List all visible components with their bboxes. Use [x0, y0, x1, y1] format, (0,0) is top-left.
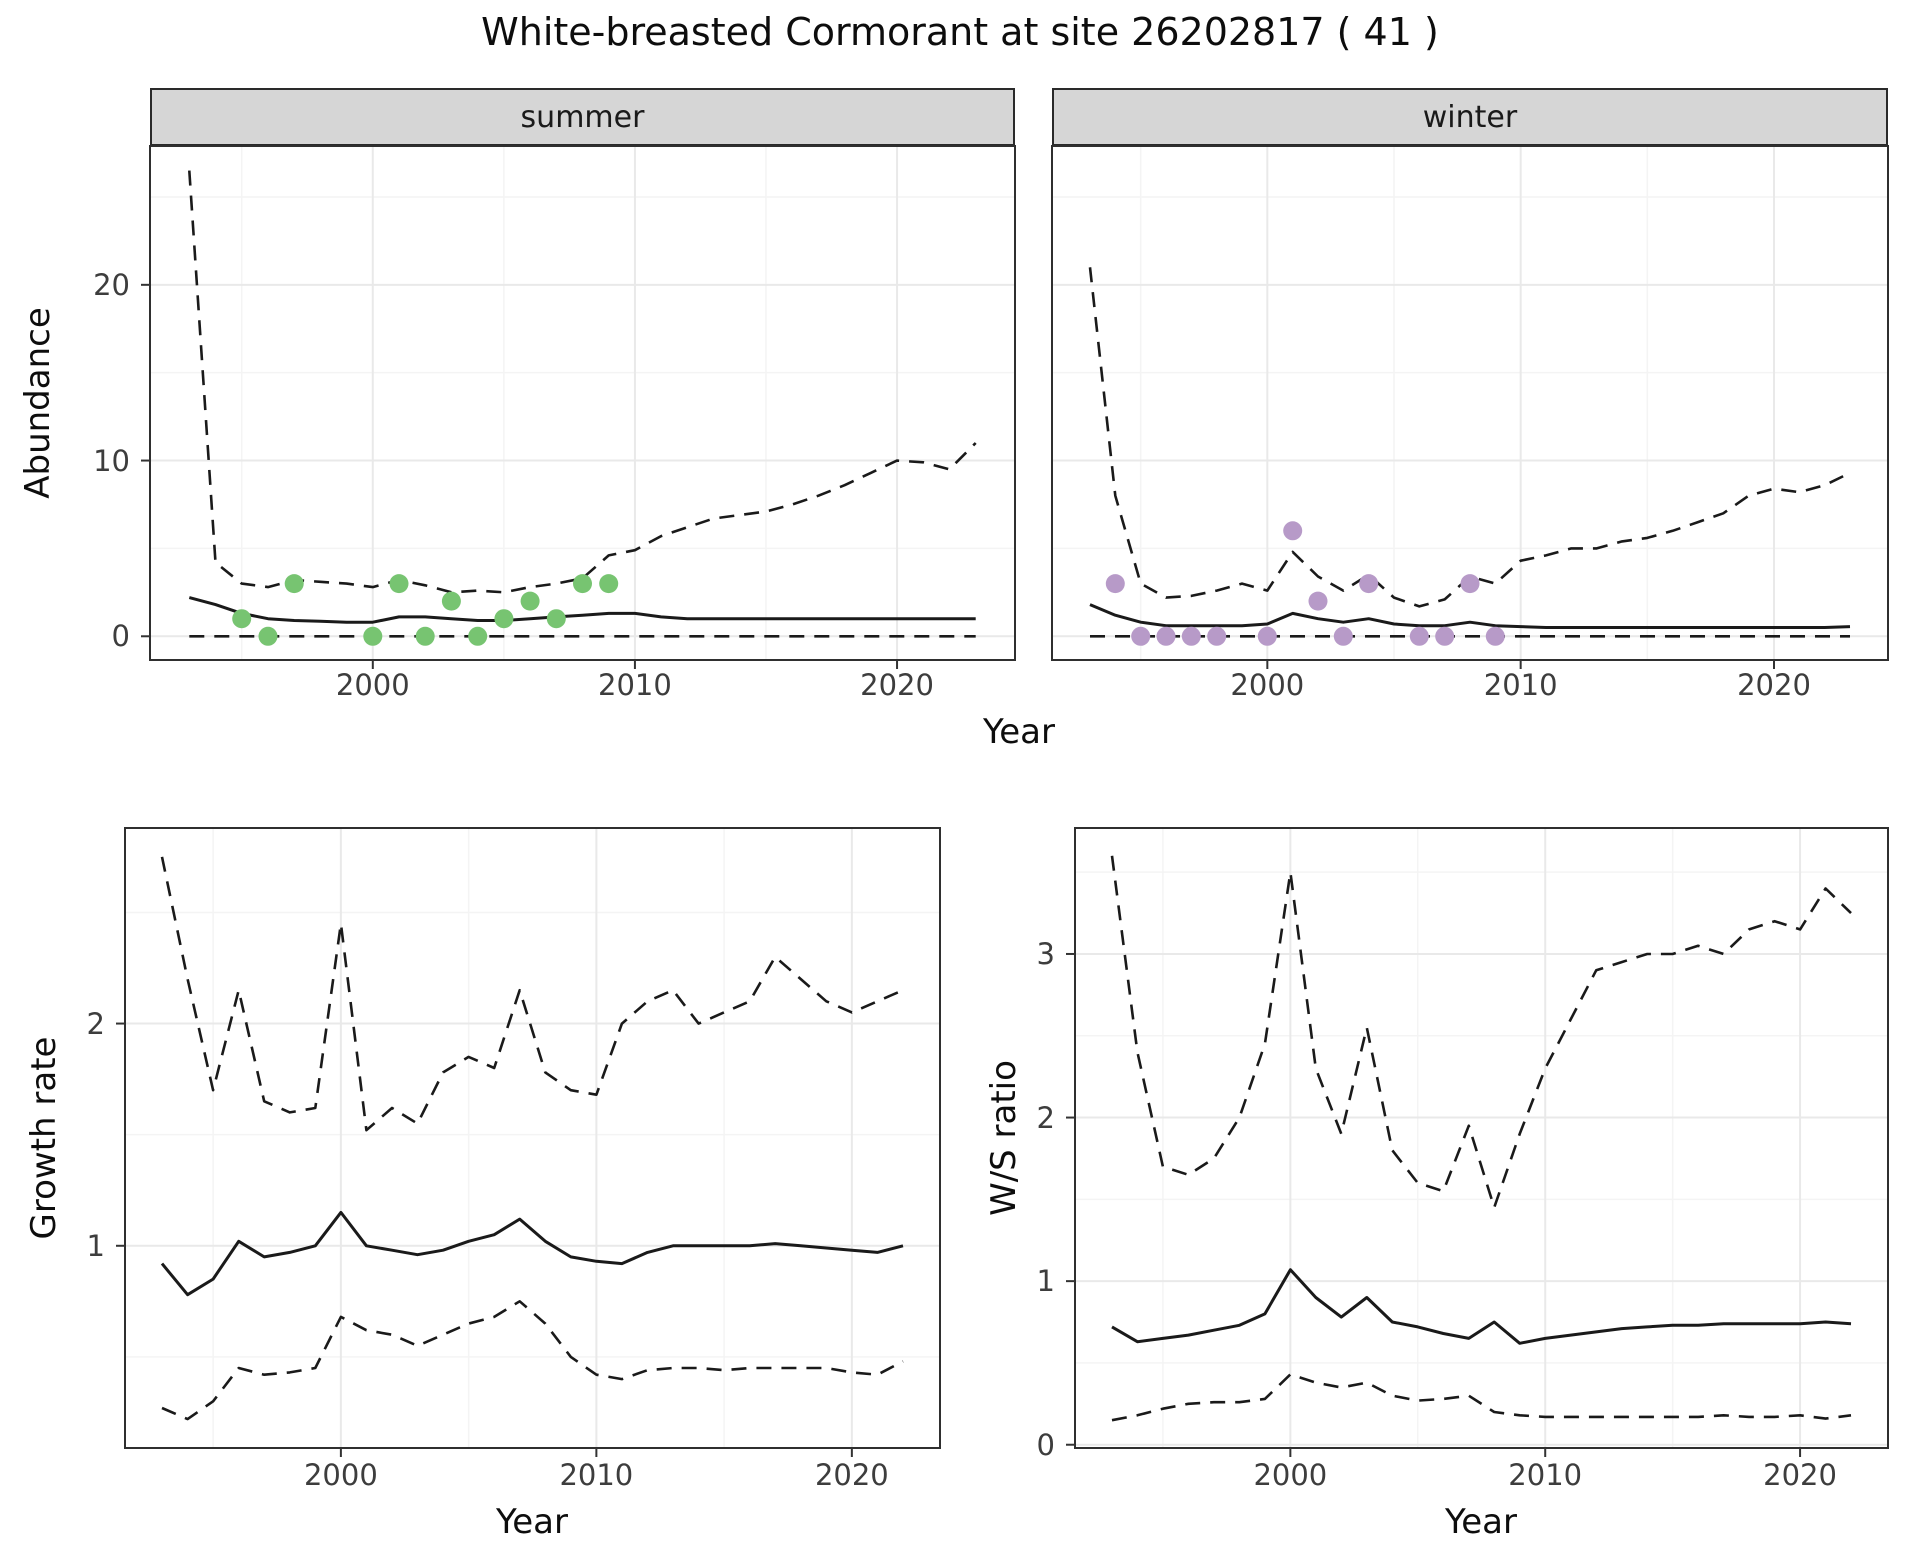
ws-ratio-x-tick-2000: 2000 [1253, 1458, 1328, 1492]
ws-x-axis-title: Year [1445, 1502, 1517, 1542]
abundance-winter-x-tick-2000: 2000 [1230, 668, 1305, 702]
growth-x-axis-title: Year [496, 1502, 568, 1542]
observed-abundance-winter-point [1257, 626, 1277, 646]
observed-abundance-winter-point [1105, 574, 1125, 594]
observed-abundance-summer-point [546, 609, 566, 629]
ws-ratio-y-tick-2: 2 [1036, 1100, 1055, 1135]
observed-abundance-winter-point [1435, 626, 1455, 646]
abundance-winter-x-tick-2010: 2010 [1483, 668, 1558, 702]
observed-abundance-summer-point [468, 626, 488, 646]
top-x-axis-title: Year [983, 712, 1055, 752]
growth-rate-y-tick-2: 2 [86, 1006, 105, 1041]
observed-abundance-summer-point [520, 591, 540, 611]
observed-abundance-winter-point [1333, 626, 1353, 646]
observed-abundance-winter-point [1308, 591, 1328, 611]
observed-abundance-summer-point [284, 574, 304, 594]
observed-abundance-winter-point [1359, 574, 1379, 594]
ws-ratio-upper-ci-line [1110, 855, 1852, 1209]
abundance-summer-chart [141, 145, 1016, 669]
observed-abundance-summer-point [232, 609, 252, 629]
ws-ratio-chart [1066, 827, 1889, 1457]
growth-rate-chart [116, 827, 941, 1457]
abundance-winter-x-tick-2020: 2020 [1737, 668, 1811, 702]
growth-rate-x-tick-2020: 2020 [814, 1458, 889, 1492]
observed-abundance-summer-point [258, 626, 278, 646]
observed-abundance-summer-point [494, 609, 514, 629]
facet-strip-winter: winter [1052, 88, 1888, 146]
ws-ratio-y-tick-3: 3 [1036, 936, 1055, 971]
observed-abundance-summer-point [573, 574, 592, 594]
observed-abundance-winter-point [1131, 626, 1151, 646]
observed-abundance-winter-point [1409, 626, 1429, 646]
ws-ratio-median-line [1111, 1268, 1852, 1345]
growth-rate-axis-title: Growth rate [24, 1036, 64, 1240]
abundance-summer-x-tick-2000: 2000 [335, 668, 410, 702]
observed-abundance-winter-point [1156, 626, 1176, 646]
abundance-summer-y-tick-10: 10 [93, 443, 130, 478]
abundance-summer-median-line [188, 596, 976, 624]
growth-rate-y-tick-1: 1 [86, 1228, 105, 1263]
abundance-winter-chart [1051, 145, 1889, 669]
observed-abundance-winter-point [1485, 626, 1505, 646]
observed-abundance-summer-point [389, 574, 409, 594]
facet-strip-summer-label: summer [520, 99, 645, 135]
growth-rate-x-tick-2000: 2000 [303, 1458, 378, 1492]
ws-ratio-gridlines [1075, 828, 1888, 1448]
observed-abundance-summer-point [415, 626, 435, 646]
ws-ratio-y-tick-0: 0 [1036, 1427, 1055, 1462]
observed-abundance-summer-point [441, 591, 461, 611]
observed-abundance-summer-point [599, 574, 619, 594]
abundance-winter-upper-ci-line [1088, 267, 1851, 608]
ws-ratio-x-tick-2010: 2010 [1508, 1458, 1583, 1492]
growth-rate-median-line [160, 1210, 904, 1297]
plot-title: White-breasted Cormorant at site 2620281… [481, 10, 1439, 54]
observed-abundance-winter-point [1283, 521, 1303, 541]
ws-ratio-axis-title: W/S ratio [984, 1060, 1024, 1216]
abundance-winter-gridlines [1052, 146, 1888, 660]
ws-ratio-x-tick-2020: 2020 [1763, 1458, 1837, 1492]
facet-strip-winter-label: winter [1422, 99, 1518, 135]
facet-strip-summer: summer [150, 88, 1015, 146]
abundance-summer-upper-ci-line [188, 170, 977, 594]
ws-ratio-lower-ci-line [1111, 1373, 1852, 1422]
abundance-summer-x-tick-2010: 2010 [598, 668, 672, 702]
observed-abundance-winter-point [1207, 626, 1227, 646]
growth-rate-upper-ci-line [160, 856, 904, 1132]
abundance-winter-median-line [1089, 603, 1851, 629]
abundance-summer-y-tick-20: 20 [93, 267, 130, 302]
observed-abundance-winter-point [1181, 626, 1201, 646]
abundance-summer-x-tick-2020: 2020 [860, 668, 934, 702]
abundance-summer-y-tick-0: 0 [111, 619, 130, 654]
observed-abundance-winter-point [1460, 574, 1480, 594]
growth-rate-x-tick-2010: 2010 [559, 1458, 634, 1492]
ws-ratio-y-tick-1: 1 [1036, 1264, 1055, 1299]
abundance-axis-title: Abundance [18, 307, 58, 499]
observed-abundance-summer-point [363, 626, 383, 646]
